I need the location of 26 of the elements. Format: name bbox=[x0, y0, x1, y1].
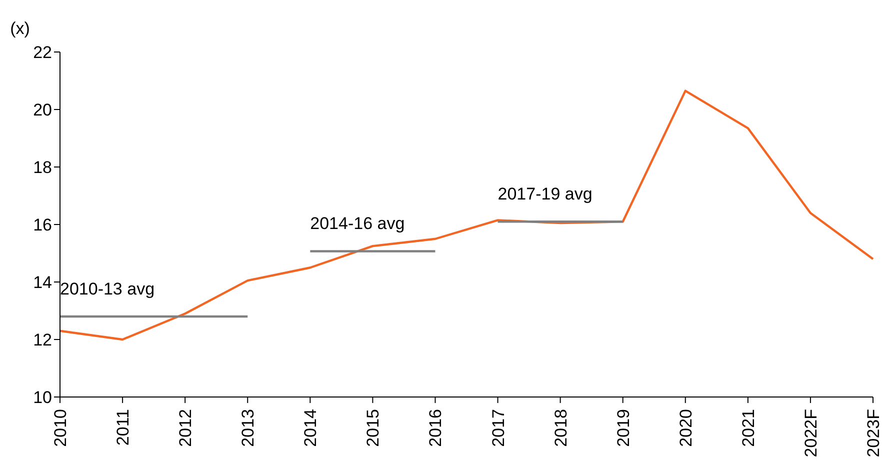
series-label: 2017-19 avg bbox=[498, 184, 592, 204]
x-tick-label: 2015 bbox=[364, 409, 383, 447]
x-tick-label: 2013 bbox=[238, 409, 258, 447]
x-tick-label: 2014 bbox=[301, 409, 320, 447]
y-axis-title: (x) bbox=[10, 19, 30, 38]
y-tick-label: 12 bbox=[33, 330, 52, 350]
x-tick-label: 2017 bbox=[488, 409, 508, 447]
x-tick-label: 2010 bbox=[51, 409, 70, 447]
y-tick-label: 14 bbox=[33, 273, 52, 292]
x-tick-label: 2019 bbox=[614, 409, 633, 447]
series-label: 2010-13 avg bbox=[60, 280, 155, 298]
series-label: 2014-16 avg bbox=[310, 214, 405, 234]
x-tick-label: 2023F bbox=[864, 409, 883, 458]
x-tick-label: 2018 bbox=[551, 409, 570, 447]
x-tick-label: 2012 bbox=[176, 409, 196, 447]
y-tick-label: 10 bbox=[33, 388, 52, 408]
y-tick-label: 16 bbox=[33, 216, 52, 235]
line-series bbox=[58, 90, 874, 341]
x-tick-label: 2011 bbox=[114, 409, 133, 446]
y-tick-label: 18 bbox=[33, 158, 52, 178]
y-tick-label: 22 bbox=[33, 43, 52, 62]
x-tick-label: 2020 bbox=[676, 409, 696, 447]
y-tick-label: 20 bbox=[33, 100, 52, 120]
x-tick-label: 2016 bbox=[426, 409, 446, 447]
x-tick-label: 2021 bbox=[738, 409, 758, 447]
x-tick-label: 2022F bbox=[801, 409, 820, 458]
